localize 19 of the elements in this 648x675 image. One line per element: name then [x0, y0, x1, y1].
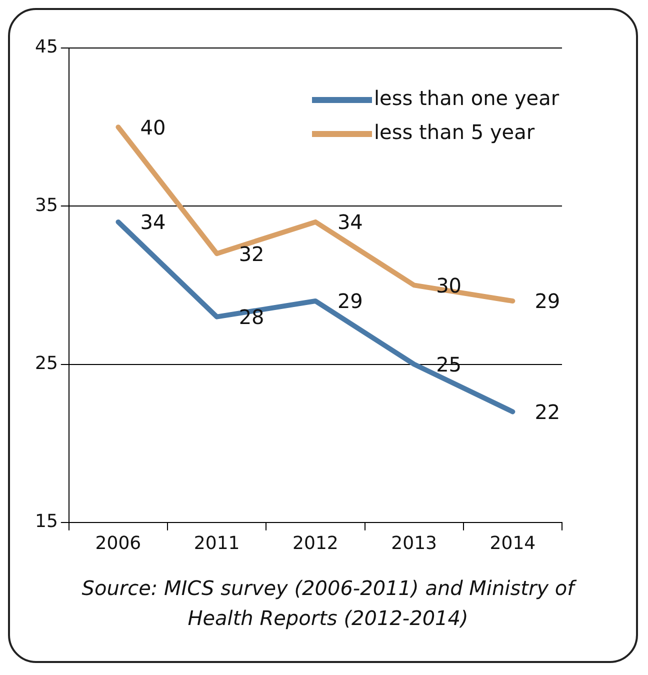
y-tick-label: 15: [35, 511, 58, 532]
x-tick-label: 2011: [194, 532, 240, 554]
x-tick-label: 2012: [292, 532, 338, 554]
data-label: 29: [534, 289, 560, 314]
x-tick-label: 2013: [391, 532, 437, 554]
x-tick-label: 2006: [95, 532, 142, 554]
legend-label: less than 5 year: [374, 120, 536, 144]
y-tick-label: 45: [35, 36, 58, 58]
data-label: 40: [140, 115, 166, 140]
data-label: 32: [238, 242, 264, 266]
data-label: 34: [140, 210, 166, 234]
legend-label: less than one year: [374, 86, 560, 110]
data-label: 22: [534, 400, 560, 424]
data-label: 34: [337, 210, 363, 234]
x-tick-label: 2014: [490, 532, 536, 554]
data-label: 29: [337, 289, 363, 314]
y-tick-label: 35: [35, 194, 58, 216]
source-note: Source: MICS survey (2006-2011) and Ministry of Health Reports (2012-2014): [80, 575, 578, 632]
y-tick-label: 25: [35, 352, 58, 374]
